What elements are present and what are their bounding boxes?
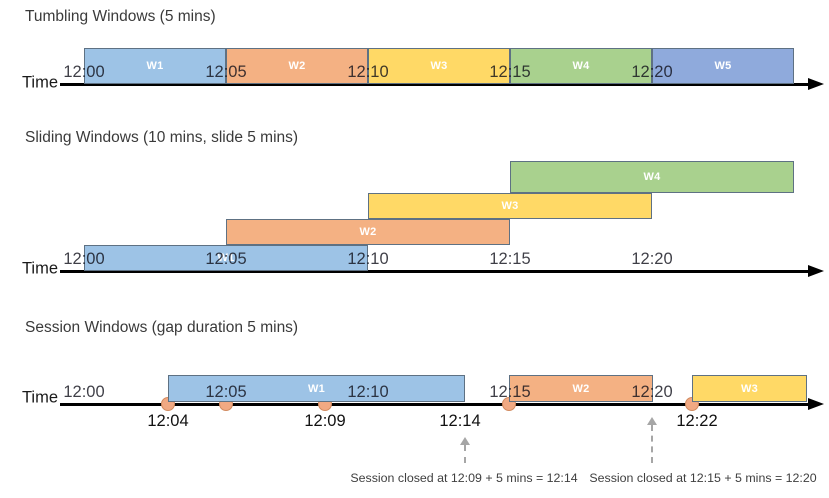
window-bar-w3: W3	[368, 193, 652, 219]
window-bar-w4: W4	[510, 161, 794, 193]
window-bar-w4: W4	[510, 48, 652, 84]
session-close-annotation: Session closed at 12:09 + 5 mins = 12:14	[350, 471, 578, 485]
event-time-label: 12:04	[147, 412, 189, 430]
time-axis-line	[60, 403, 808, 406]
time-axis-label-tumbling: Time	[21, 73, 58, 92]
time-axis-label-session: Time	[21, 388, 58, 407]
window-bar-w3: W3	[368, 48, 510, 84]
tick-label: 12:15	[489, 383, 531, 401]
time-axis-arrowhead-icon	[808, 78, 824, 90]
window-bar-label: W1	[217, 252, 235, 264]
section-title-tumbling: Tumbling Windows (5 mins)	[25, 8, 216, 25]
tick-label: 12:10	[347, 250, 389, 268]
tick-label: 12:00	[63, 383, 105, 401]
window-bar-label: W3	[430, 60, 448, 72]
time-axis-label-sliding: Time	[21, 259, 58, 278]
tick-label: 12:10	[347, 63, 389, 81]
window-bar-label: W2	[288, 60, 306, 72]
tick-label: 12:05	[205, 250, 247, 268]
tick-label: 12:05	[205, 383, 247, 401]
window-bar-label: W5	[714, 60, 732, 72]
tick-label: 12:00	[63, 63, 105, 81]
window-bar-w2: W2	[226, 219, 510, 245]
window-bar-w3: W3	[692, 375, 807, 402]
tick-label: 12:00	[63, 250, 105, 268]
session-close-annotation: Session closed at 12:15 + 5 mins = 12:20	[589, 471, 817, 485]
dashed-arrow-up-icon	[460, 437, 470, 445]
tick-label: 12:10	[347, 383, 389, 401]
section-title-sliding: Sliding Windows (10 mins, slide 5 mins)	[25, 129, 299, 146]
window-bar-w2: W2	[509, 375, 653, 402]
window-bar-label: W1	[307, 382, 326, 395]
window-bar-w5: W5	[652, 48, 794, 84]
window-bar-label: W2	[359, 226, 377, 238]
window-bar-label: W4	[643, 171, 661, 183]
dashed-arrow-line	[464, 445, 466, 463]
window-bar-w1: W1	[84, 48, 226, 84]
window-bar-label: W1	[146, 60, 164, 72]
event-time-label: 12:14	[439, 412, 481, 430]
tick-label: 12:20	[631, 63, 673, 81]
dashed-arrow-line	[651, 425, 653, 463]
event-time-label: 12:22	[676, 412, 718, 430]
time-axis-arrowhead-icon	[808, 398, 824, 410]
window-bar-w1: W1	[84, 245, 368, 271]
window-bar-w1: W1	[168, 375, 465, 402]
event-time-label: 12:09	[304, 412, 346, 430]
window-bar-label: W4	[572, 60, 590, 72]
tick-label: 12:15	[489, 250, 531, 268]
time-axis-line	[60, 270, 808, 273]
window-bar-label: W2	[572, 382, 590, 395]
tick-label: 12:15	[489, 63, 531, 81]
tick-label: 12:20	[631, 250, 673, 268]
section-title-session: Session Windows (gap duration 5 mins)	[25, 319, 299, 336]
window-bar-label: W3	[501, 200, 519, 212]
time-axis-arrowhead-icon	[808, 265, 824, 277]
window-bar-w2: W2	[226, 48, 368, 84]
tick-label: 12:05	[205, 63, 247, 81]
dashed-arrow-up-icon	[647, 417, 657, 425]
tick-label: 12:20	[631, 383, 673, 401]
window-bar-label: W3	[740, 382, 759, 395]
time-axis-line	[60, 83, 808, 86]
